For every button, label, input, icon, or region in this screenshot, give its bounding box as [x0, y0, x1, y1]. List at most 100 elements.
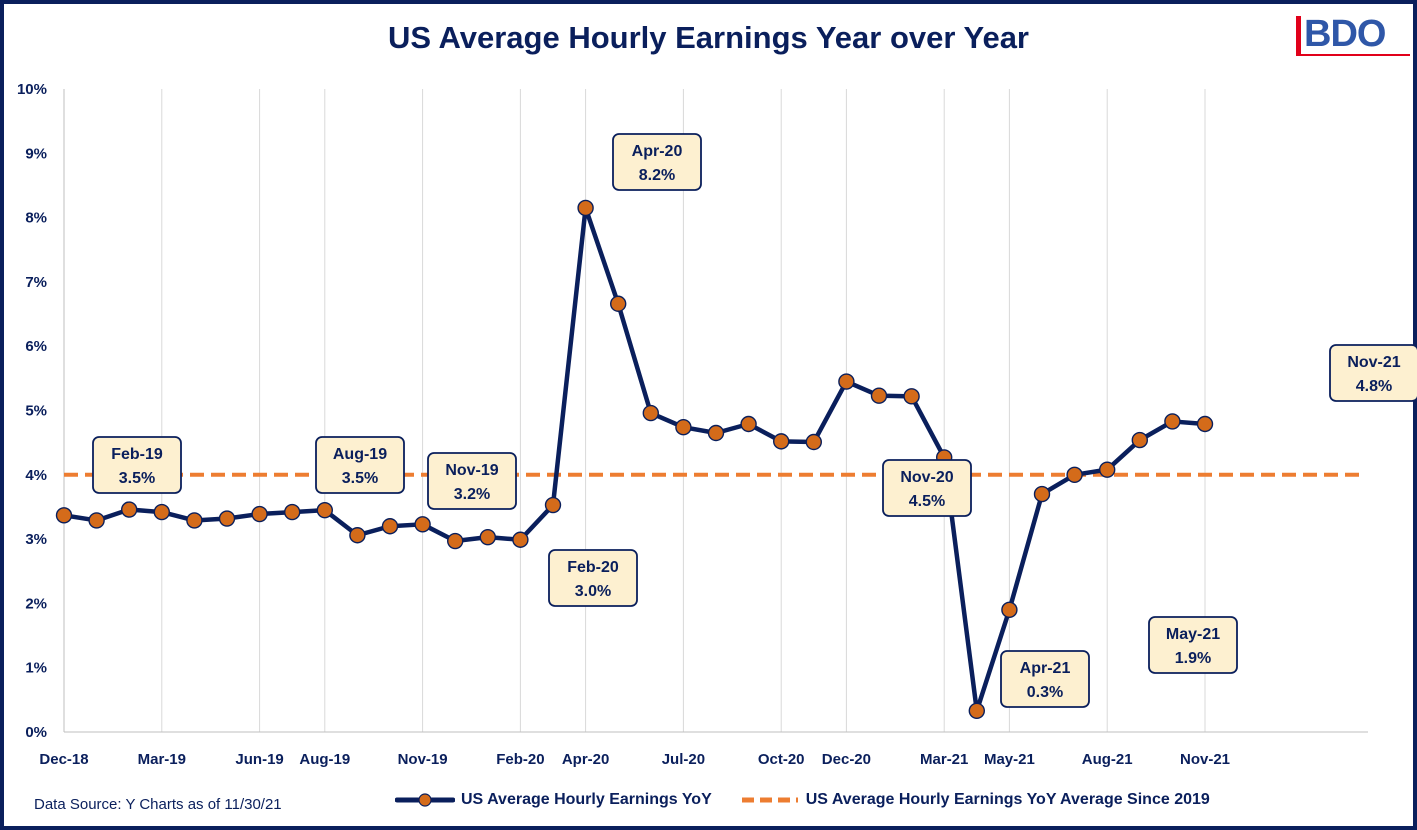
legend-label-average: US Average Hourly Earnings YoY Average S… — [805, 791, 1210, 808]
data-point — [610, 295, 627, 312]
data-point — [838, 373, 855, 390]
data-point — [773, 433, 790, 450]
callout-rect — [548, 549, 638, 607]
callout-value: 3.5% — [119, 470, 155, 487]
x-tick-label: Dec-18 — [39, 751, 88, 768]
data-point — [544, 496, 562, 514]
logo-underline — [1296, 54, 1410, 56]
callout-rect — [1329, 344, 1417, 402]
callout-label: Nov-19 — [445, 462, 498, 479]
data-point — [55, 507, 73, 524]
x-tick-label: Apr-20 — [562, 751, 610, 768]
callout-value: 8.2% — [639, 167, 675, 184]
data-point — [642, 404, 659, 422]
callout-value: 3.2% — [454, 486, 490, 503]
callout-label: Aug-19 — [333, 446, 387, 463]
y-tick-label: 5% — [25, 403, 47, 420]
callout-label: May-21 — [1166, 626, 1220, 643]
y-tick-label: 2% — [25, 595, 47, 612]
data-point — [88, 512, 105, 529]
callout-box: Aug-19 3.5% — [315, 436, 405, 494]
x-tick-label: Nov-21 — [1180, 751, 1230, 768]
callout-box: Feb-19 3.5% — [92, 436, 182, 494]
yoy-series — [55, 199, 1214, 719]
data-point — [251, 505, 268, 523]
bdo-logo: BDO — [1296, 14, 1410, 56]
legend-item-average: US Average Hourly Earnings YoY Average S… — [740, 791, 1210, 809]
callout-value: 4.8% — [1356, 378, 1392, 395]
callout-label: Apr-21 — [1020, 660, 1071, 677]
data-point — [349, 527, 366, 544]
y-tick-label: 7% — [25, 274, 47, 291]
x-tick-label: Nov-19 — [398, 751, 448, 768]
callout-rect — [427, 452, 517, 510]
y-tick-label: 3% — [25, 531, 47, 548]
y-tick-label: 0% — [25, 724, 47, 741]
data-point — [577, 199, 594, 217]
callout-label: Nov-21 — [1347, 354, 1400, 371]
callout-box: Apr-21 0.3% — [1000, 650, 1090, 708]
y-tick-label: 6% — [25, 338, 47, 355]
callouts: Feb-19 3.5% Aug-19 3.5% Nov-19 3.2% Feb-20 3.0%… — [92, 133, 1417, 708]
data-point — [968, 702, 985, 719]
callout-label: Feb-19 — [111, 446, 163, 463]
callout-value: 3.0% — [575, 583, 611, 600]
legend-swatch-average — [741, 797, 798, 803]
y-tick-label: 10% — [17, 81, 47, 98]
callout-value: 4.5% — [909, 493, 945, 510]
callout-box: Nov-20 4.5% — [882, 459, 972, 517]
callout-box: Apr-20 8.2% — [612, 133, 702, 191]
legend: US Average Hourly Earnings YoY US Averag… — [395, 788, 1238, 812]
data-source-note: Data Source: Y Charts as of 11/30/21 — [34, 796, 282, 813]
x-tick-label: Jun-19 — [235, 751, 283, 768]
data-point — [870, 387, 888, 404]
callout-box: Feb-20 3.0% — [548, 549, 638, 607]
callout-label: Nov-20 — [900, 469, 953, 486]
callout-rect — [1000, 650, 1090, 708]
data-point — [1033, 485, 1051, 503]
y-tick-label: 1% — [25, 660, 47, 677]
data-point — [120, 501, 138, 518]
callout-value: 1.9% — [1175, 650, 1211, 667]
data-point — [675, 419, 692, 436]
data-point — [1164, 413, 1181, 430]
y-tick-label: 9% — [25, 145, 47, 162]
x-tick-label: Mar-19 — [138, 751, 186, 768]
data-point — [186, 512, 203, 529]
data-point — [479, 528, 496, 546]
data-point — [1196, 415, 1214, 433]
data-point — [218, 510, 236, 527]
legend-item-yoy: US Average Hourly Earnings YoY — [395, 791, 712, 809]
callout-box: Nov-21 4.8% — [1329, 344, 1417, 402]
data-point — [512, 531, 529, 548]
data-point — [381, 518, 399, 535]
data-point — [1066, 466, 1083, 483]
callout-value: 3.5% — [342, 470, 378, 487]
callout-box: May-21 1.9% — [1148, 616, 1238, 674]
callout-rect — [882, 459, 972, 517]
logo-red-bar — [1296, 16, 1301, 54]
legend-swatch-yoy — [395, 793, 455, 807]
x-tick-label: Aug-19 — [299, 751, 350, 768]
grid-lines — [161, 89, 1206, 732]
axes: Dec-18 Mar-19 Jun-19 Aug-19 Nov-19 Feb-20 Apr-… — [17, 81, 1368, 768]
y-tick-label: 4% — [25, 467, 47, 484]
data-point — [740, 415, 757, 433]
data-point — [447, 532, 464, 550]
legend-label-yoy: US Average Hourly Earnings YoY — [461, 791, 712, 808]
series-line — [63, 205, 1206, 714]
x-tick-label: Aug-21 — [1082, 751, 1133, 768]
chart-title: US Average Hourly Earnings Year over Yea… — [388, 20, 1029, 55]
x-tick-label: Oct-20 — [758, 751, 805, 768]
callout-rect — [1148, 616, 1238, 674]
callout-rect — [315, 436, 405, 494]
callout-box: Nov-19 3.2% — [427, 452, 517, 510]
x-tick-label: May-21 — [984, 751, 1035, 768]
data-point — [1098, 461, 1116, 478]
x-tick-label: Feb-20 — [496, 751, 544, 768]
x-tick-label: Dec-20 — [822, 751, 871, 768]
data-point — [153, 503, 171, 521]
data-point — [414, 516, 431, 533]
